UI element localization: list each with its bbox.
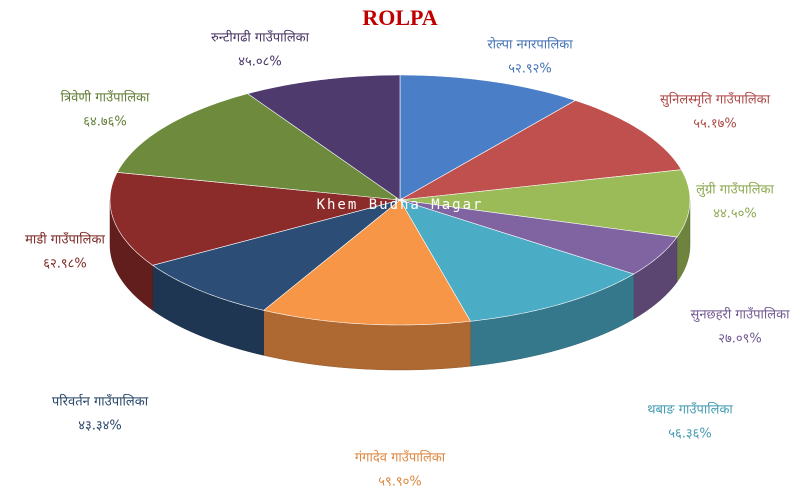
pie-slice: [399, 199, 678, 275]
slice-label: परिवर्तन गाउँपालिका: [52, 394, 149, 410]
value-label: ६२.९८%: [43, 257, 87, 272]
slice-label: त्रिवेणी गाउँपालिका: [61, 90, 150, 106]
slice-label: सुनछहरी गाउँपालिका: [691, 307, 791, 323]
pie-slice: [262, 199, 471, 326]
value-label: ५९.९०%: [378, 475, 422, 490]
pie-slice: [399, 74, 577, 201]
slice-label: रोल्पा नगरपालिका: [487, 37, 573, 53]
pie-slice: [109, 172, 401, 266]
value-label: २७.०९%: [718, 332, 762, 347]
pie-slice: [246, 74, 401, 201]
pie-slice: [399, 199, 635, 322]
chart-title: ROLPA: [362, 5, 437, 30]
slice-label: माडी गाउँपालिका: [25, 232, 105, 248]
pie-slice: [399, 169, 691, 238]
slice-label: थबाङ गाउँपालिका: [647, 402, 733, 418]
value-label: ५६.३६%: [668, 427, 712, 442]
value-label: ४३.३४%: [78, 419, 122, 434]
watermark: Khem Budha Magar: [317, 197, 484, 213]
value-label: ५२.९२%: [508, 62, 552, 77]
pie-slice: [116, 93, 402, 201]
pie-slice: [152, 199, 401, 311]
slice-label: गंगादेव गाउँपालिका: [355, 450, 446, 466]
value-label: ४४.५०%: [713, 207, 757, 222]
slice-label: रुन्टीगढी गाउँपालिका: [211, 30, 310, 46]
value-label: ५५.१७%: [693, 117, 737, 132]
value-label: ६४.७६%: [83, 115, 127, 130]
value-label: ४५.०८%: [238, 55, 282, 70]
pie-slice: [399, 100, 682, 201]
slice-label: सुनिलस्मृति गाउँपालिका: [660, 92, 771, 108]
slice-label: लुंग्री गाउँपालिका: [696, 182, 774, 198]
